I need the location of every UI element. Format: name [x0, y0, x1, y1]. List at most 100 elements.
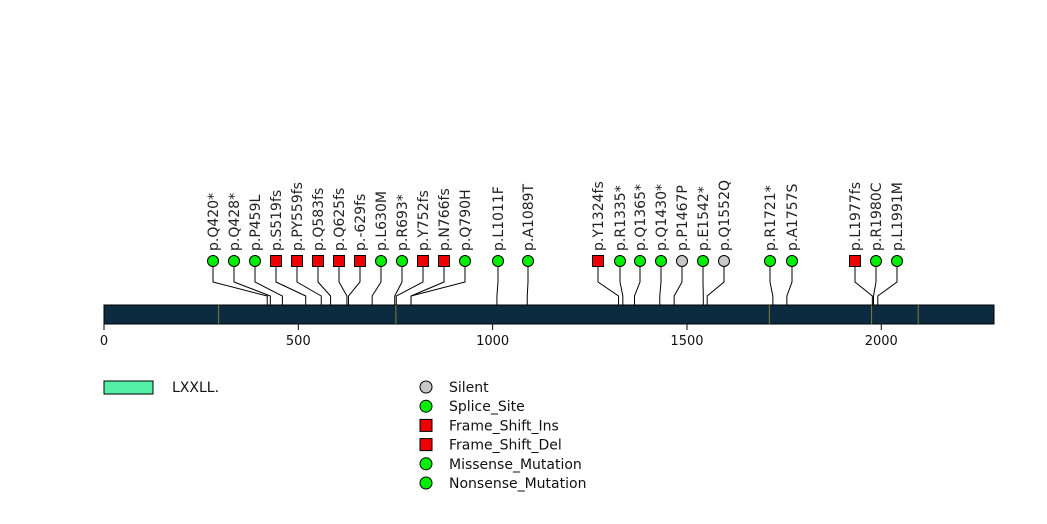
legend-square — [419, 418, 433, 432]
mutation-connector — [233, 261, 271, 305]
mutation-circle — [249, 255, 261, 267]
mutation-circle — [522, 255, 534, 267]
mutation-circle — [870, 255, 882, 267]
x-tick-label: 1500 — [670, 334, 703, 349]
mutation-connector — [371, 261, 382, 305]
legend-label: Nonsense_Mutation — [449, 476, 586, 492]
legend-label: Silent — [449, 380, 489, 396]
mutation-label: p.PY559fs — [290, 182, 306, 251]
mutation-circle — [459, 255, 471, 267]
legend-circle — [419, 457, 433, 471]
legend-circle — [419, 476, 433, 490]
connector-lines — [212, 261, 898, 305]
mutation-square — [270, 255, 282, 267]
mutation-square — [312, 255, 324, 267]
mutation-connector — [619, 261, 624, 305]
mutation-label: p.Q790H — [458, 189, 474, 251]
mutation-label: p.R1335* — [613, 185, 629, 251]
mutation-circle — [375, 255, 387, 267]
legend: LXXLL. Silent Splice_Site Frame_Shift_Ins Fr… — [103, 380, 586, 492]
mutation-label: p.N766fs — [437, 188, 453, 251]
mutation-label: p.A1089T — [521, 183, 537, 251]
mutation-circle — [614, 255, 626, 267]
mutation-circle — [207, 255, 219, 267]
legend-circle — [419, 380, 433, 394]
mutation-label: p.Q428* — [227, 193, 243, 251]
mutation-label: p.Q1552Q — [717, 180, 733, 251]
mutation-label: p.Y752fs — [416, 190, 432, 251]
protein-track — [103, 304, 995, 325]
mutation-circle — [718, 255, 730, 267]
mutation-label: p.Q625fs — [332, 188, 348, 251]
mutation-connector — [410, 261, 445, 305]
x-axis: 0 500 1000 1500 2000 — [100, 324, 898, 349]
domain-legend-swatch — [103, 380, 154, 395]
mutation-label: p.E1542* — [696, 186, 712, 251]
mutation-square — [354, 255, 366, 267]
mutation-circle — [676, 255, 688, 267]
mutation-label: p.L630M — [374, 191, 390, 251]
mutation-circle — [764, 255, 776, 267]
mutation-label: p.R1980C — [869, 182, 885, 251]
mutation-label: p.R693* — [395, 194, 411, 251]
mutation-label: p.S519fs — [269, 190, 285, 251]
mutation-circle — [786, 255, 798, 267]
mutation-connector — [317, 261, 332, 305]
mutation-square — [438, 255, 450, 267]
mutation-circle — [697, 255, 709, 267]
mutation-circle — [396, 255, 408, 267]
mutation-label: p.Q583fs — [311, 188, 327, 251]
mutation-circle — [891, 255, 903, 267]
x-tick-label: 500 — [286, 334, 311, 349]
mutation-label: p.P1467P — [675, 185, 691, 251]
mutation-label: p.L1991M — [890, 182, 906, 251]
mutation-connector — [496, 261, 499, 305]
mutation-label: p.A1757S — [785, 183, 801, 251]
legend-square — [419, 438, 433, 452]
mutation-connector — [338, 261, 348, 305]
mutation-connector — [877, 261, 898, 305]
mutation-circle — [634, 255, 646, 267]
mutation-connector — [634, 261, 641, 305]
mutation-connector — [873, 261, 877, 305]
legend-label: Splice_Site — [449, 399, 525, 415]
mutation-connector — [394, 261, 403, 305]
mutation-connector — [212, 261, 268, 305]
mutation-square — [849, 255, 861, 267]
x-tick-label: 1000 — [476, 334, 509, 349]
mutation-connector — [597, 261, 620, 305]
mutation-label: p.Q1430* — [654, 184, 670, 251]
mutation-label: p.-629fs — [353, 194, 369, 251]
mutation-square — [592, 255, 604, 267]
mutation-label: p.R1721* — [763, 185, 779, 251]
x-tick-label: 2000 — [865, 334, 898, 349]
protein-bar — [103, 304, 995, 325]
mutation-label: p.L1011F — [491, 186, 507, 251]
mutation-label: p.L1977fs — [848, 182, 864, 251]
mutation-circle — [228, 255, 240, 267]
mutation-connector — [296, 261, 322, 305]
mutation-connector — [410, 261, 466, 305]
mutation-label: p.P459L — [248, 194, 264, 251]
mutation-connector — [706, 261, 725, 305]
mutation-labels: p.Q420* p.Q428* p.P459L p.S519fs p.PY559fs p.… — [206, 180, 906, 251]
mutation-connector — [673, 261, 683, 305]
mutation-connector — [347, 261, 361, 305]
x-tick-label: 0 — [100, 334, 108, 349]
mutation-connector — [659, 261, 662, 305]
mutation-circle — [492, 255, 504, 267]
mutation-connector — [786, 261, 793, 305]
mutation-label: p.Q1365* — [633, 184, 649, 251]
mutation-square — [291, 255, 303, 267]
mutation-circle — [655, 255, 667, 267]
mutation-square — [417, 255, 429, 267]
mutation-connector — [275, 261, 307, 305]
legend-label: Frame_Shift_Ins — [449, 418, 559, 434]
mutation-label: p.Y1324fs — [591, 181, 607, 251]
mutation-connector — [854, 261, 873, 305]
mutation-connector — [769, 261, 774, 305]
mutation-label: p.Q420* — [206, 193, 222, 251]
mutation-connector — [526, 261, 529, 305]
domain-legend-label: LXXLL. — [172, 380, 219, 396]
legend-label: Frame_Shift_Del — [449, 438, 562, 454]
